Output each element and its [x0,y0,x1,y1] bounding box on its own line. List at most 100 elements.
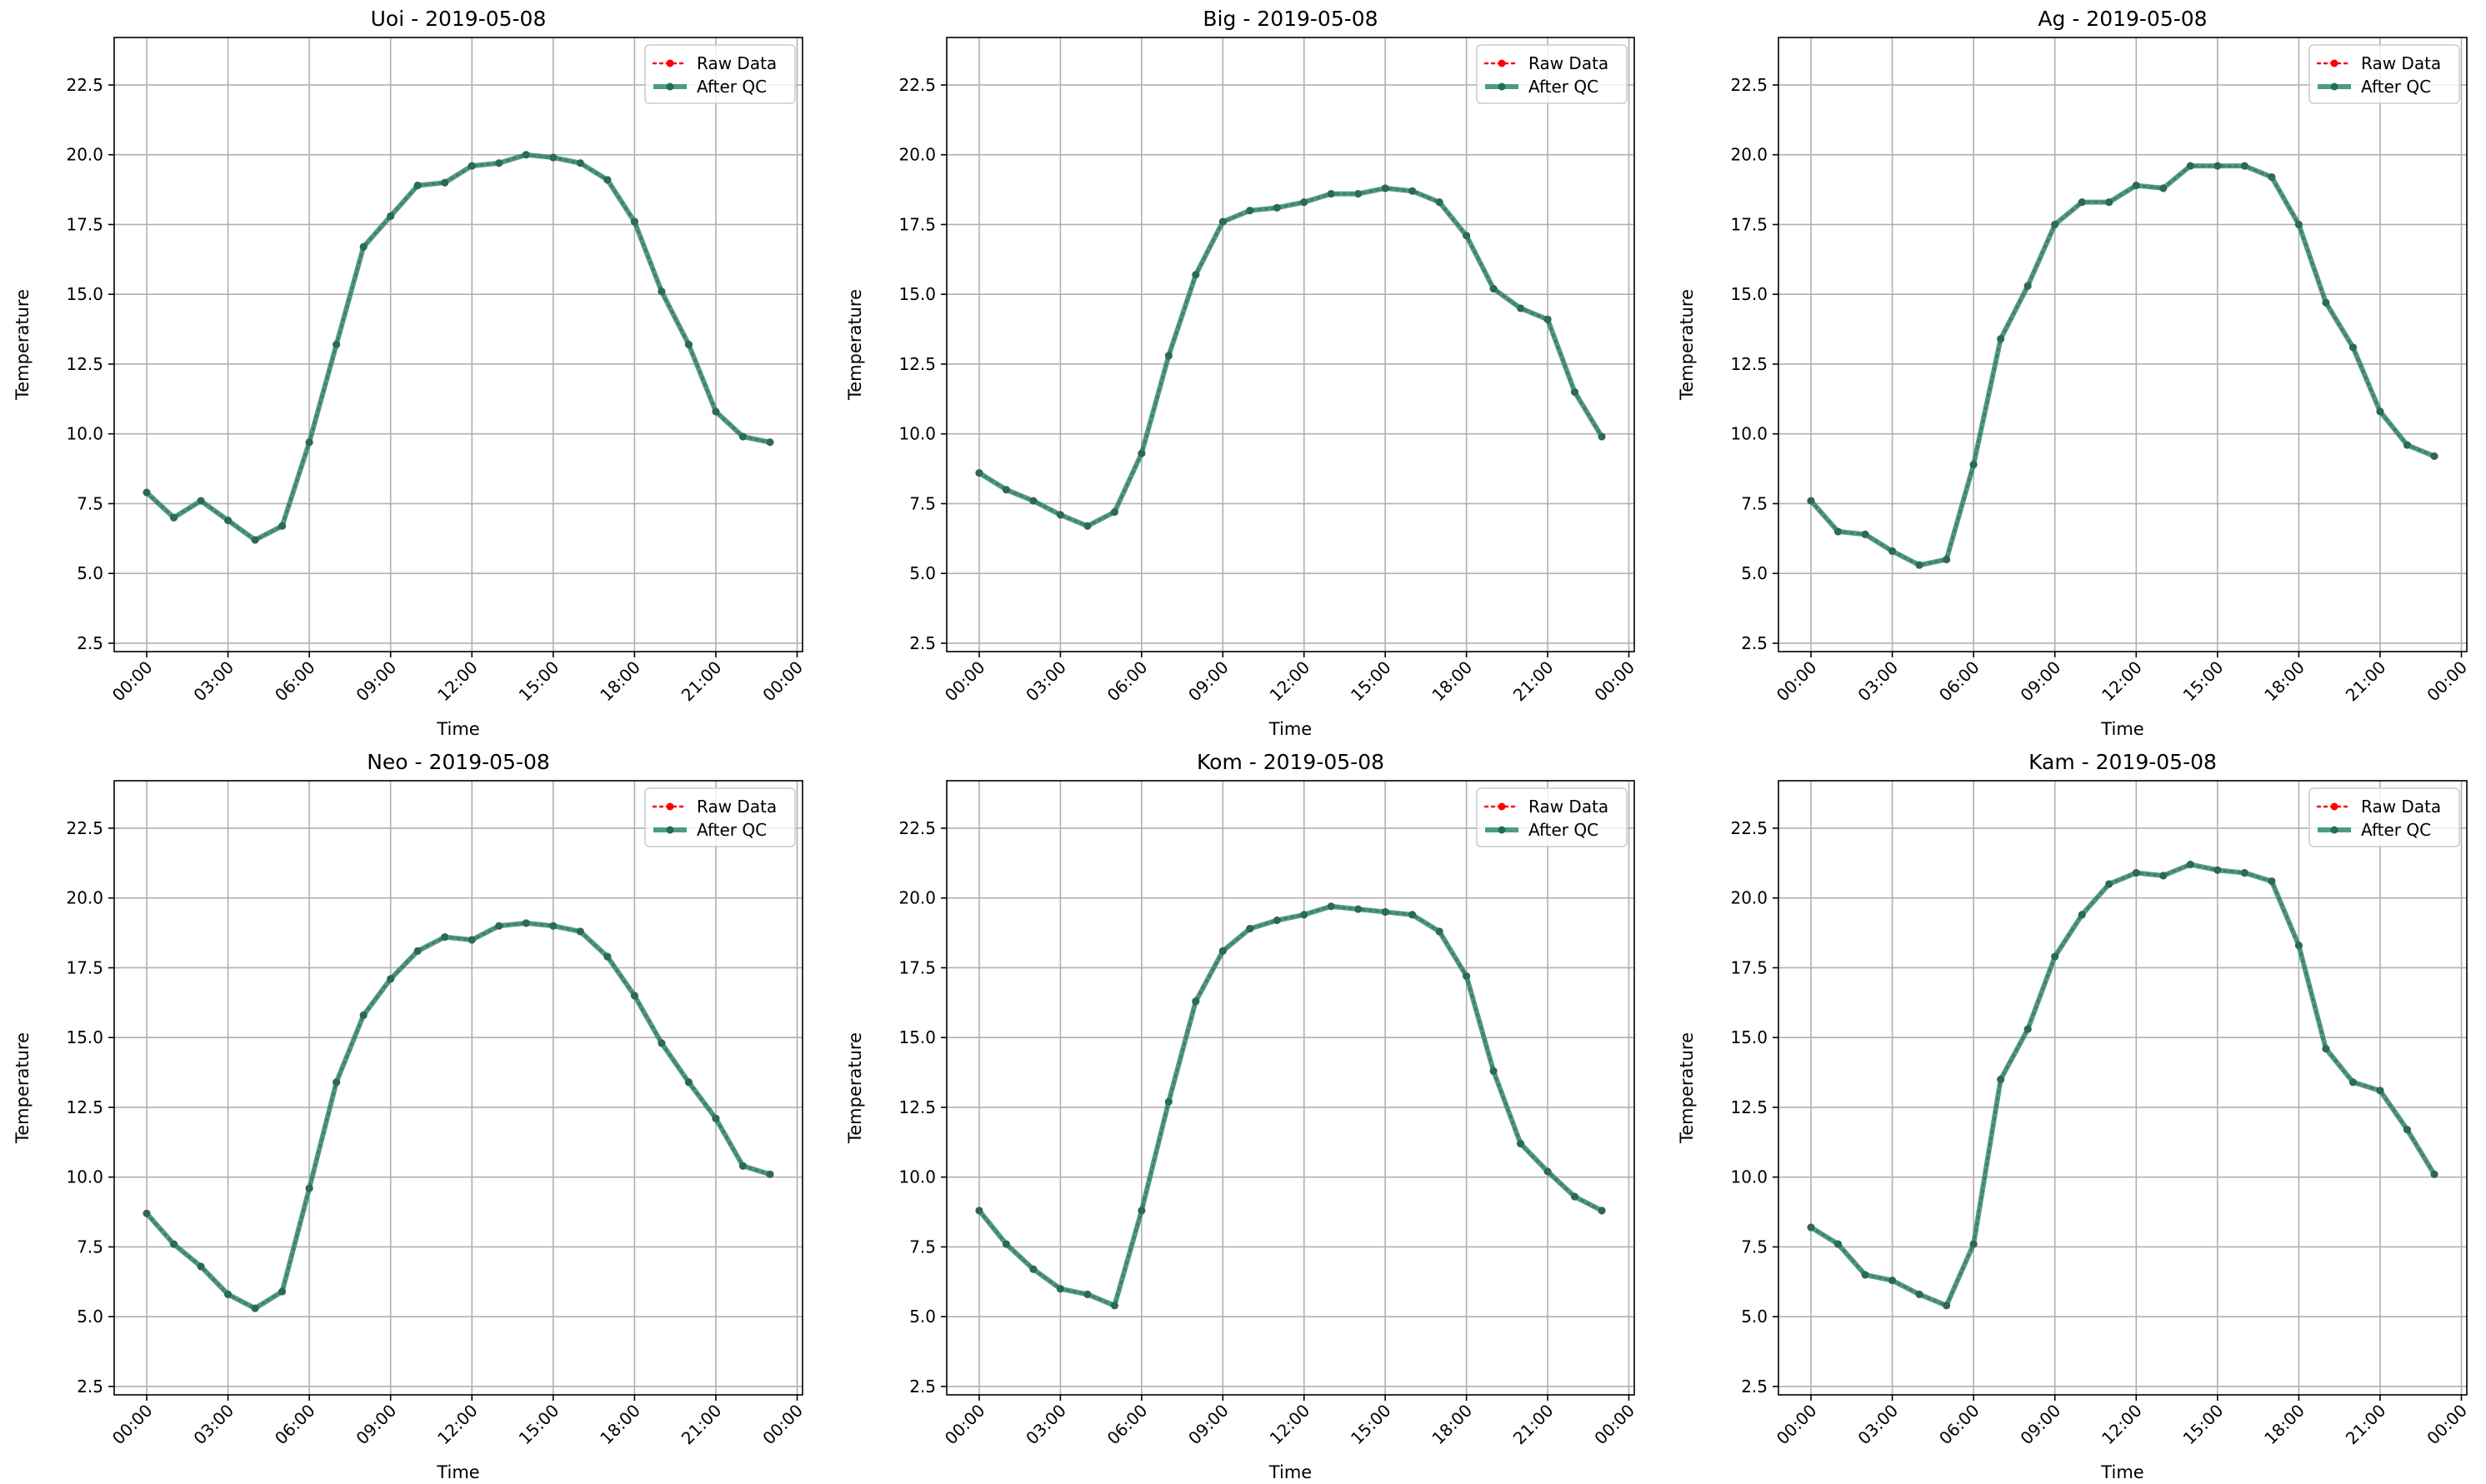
y-tick-label: 20.0 [66,888,103,908]
legend-raw-label: Raw Data [1528,53,1608,73]
after-qc-point [1915,1290,1923,1298]
plot-area [1778,37,2467,652]
after-qc-point [684,341,693,348]
y-axis-label: Temperature [1677,1032,1697,1144]
chart-title: Kom - 2019-05-08 [1197,750,1384,774]
after-qc-point [1327,190,1335,198]
y-tick-label: 7.5 [77,493,103,513]
after-qc-point [1273,203,1281,212]
after-qc-point [2159,872,2168,880]
y-tick-label: 17.5 [66,957,103,977]
after-qc-point [522,151,530,159]
after-qc-point [2051,952,2059,961]
after-qc-point [684,1078,693,1087]
x-tick-label: 09:00 [2017,1401,2065,1449]
after-qc-point [251,536,259,544]
after-qc-point [1888,547,1897,555]
chart-panel-1: 2.5 5.0 7.5 10.0 12.5 15.0 17.5 20.0 22.5 00:00 03… [13,7,807,739]
after-qc-point [2240,162,2248,170]
y-tick-label: 12.5 [66,354,103,374]
after-qc-point [2023,282,2032,290]
after-qc-point [305,438,313,447]
after-qc-point [413,182,422,190]
after-qc-point [603,952,612,961]
after-qc-point [658,1039,666,1047]
y-tick-label: 10.0 [898,424,936,444]
y-tick-label: 10.0 [66,1167,103,1187]
after-qc-point [1997,1075,2005,1083]
x-tick-label: 03:00 [1853,657,1902,706]
legend: Raw Data After QC [644,787,796,847]
after-qc-point [495,159,503,167]
after-qc-point [2294,220,2303,228]
x-tick-label: 15:00 [1347,657,1395,706]
after-qc-point [441,178,449,187]
after-qc-point [2078,198,2086,207]
x-tick-label: 09:00 [2017,657,2065,706]
y-tick-label: 20.0 [898,145,936,165]
after-qc-point [224,517,233,525]
after-qc-point [1943,1302,1951,1310]
chart-panel-2: 2.5 5.0 7.5 10.0 12.5 15.0 17.5 20.0 22.5 00:00 03… [845,7,1638,739]
x-tick-label: 09:00 [353,1401,401,1449]
x-tick-label: 00:00 [108,1401,157,1449]
y-tick-label: 2.5 [77,1377,103,1397]
after-qc-point [413,947,422,955]
x-tick-label: 12:00 [2098,1401,2146,1449]
legend: Raw Data After QC [1476,44,1628,104]
axes-frame [1778,37,2468,652]
y-tick-label: 15.0 [66,284,103,304]
after-qc-point [1571,1192,1579,1201]
y-tick-label: 10.0 [1730,424,1768,444]
legend: Raw Data After QC [2308,787,2460,847]
after-qc-point [333,1078,341,1087]
x-axis-label: Time [2100,1462,2143,1482]
y-tick-label: 2.5 [1741,633,1768,653]
after-qc-point [1029,497,1038,505]
chart-title: Kam - 2019-05-08 [2028,750,2217,774]
x-tick-label: 09:00 [1184,1401,1233,1449]
after-qc-point [712,407,720,416]
after-qc-point [1354,190,1363,198]
after-qc-point [1888,1277,1897,1285]
after-qc-point [143,1209,151,1217]
after-qc-line [1808,163,2436,568]
y-tick-label: 5.0 [1741,563,1768,583]
chart-title: Big - 2019-05-08 [1203,7,1378,31]
after-qc-point [1408,187,1417,195]
grid [114,781,803,1395]
after-qc-point [1571,387,1579,396]
x-tick-label: 15:00 [515,1401,563,1449]
y-tick-label: 5.0 [909,563,936,583]
x-axis-label: Time [1268,1462,1312,1482]
x-tick-label: 12:00 [1266,657,1314,706]
after-qc-point [2430,1170,2438,1178]
after-qc-point [251,1304,259,1312]
after-qc-point [278,1287,287,1296]
after-qc-point [1218,217,1227,226]
legend-raw-marker [2330,802,2338,811]
after-qc-point [1138,449,1146,457]
after-qc-point [387,212,395,220]
after-qc-point [603,176,612,184]
after-qc-point [1435,198,1443,207]
legend-qc-marker [666,826,674,834]
x-axis-label: Time [2100,719,2143,739]
after-qc-line [978,185,1604,529]
chart-panel-3: 2.5 5.0 7.5 10.0 12.5 15.0 17.5 20.0 22.5 00:00 03… [1677,7,2471,739]
x-tick-label: 00:00 [1773,657,1821,706]
after-qc-point [576,927,584,936]
axes-frame [1778,780,2468,1396]
legend-raw-label: Raw Data [2361,53,2441,73]
after-qc-point [2322,298,2330,307]
y-tick-label: 2.5 [909,633,936,653]
x-tick-label: 18:00 [1428,1401,1476,1449]
y-tick-label: 10.0 [1730,1167,1768,1187]
y-tick-label: 5.0 [77,563,103,583]
y-tick-label: 22.5 [66,75,103,95]
axes-frame [946,780,1635,1396]
x-tick-label: 18:00 [1428,657,1476,706]
y-tick-label: 22.5 [898,75,936,95]
y-tick-label: 17.5 [1730,214,1768,234]
after-qc-point [278,522,287,530]
